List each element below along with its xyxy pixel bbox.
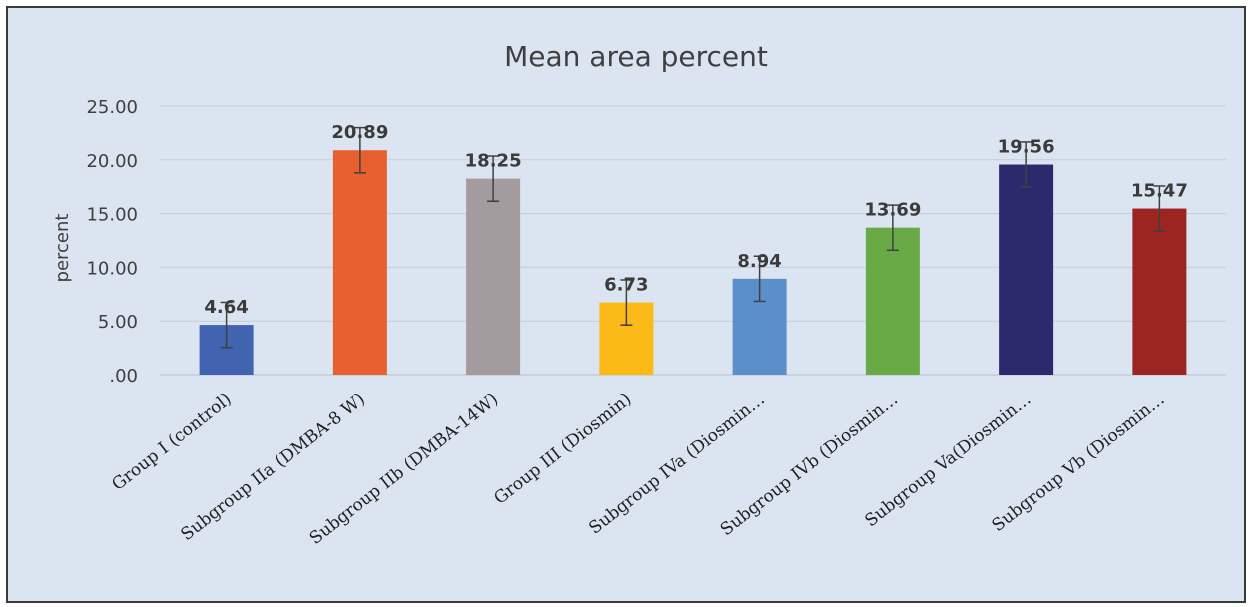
y-tick-label: 20.00 — [86, 151, 138, 172]
data-label: 6.73 — [604, 275, 648, 296]
y-tick-label: 25.00 — [86, 97, 138, 118]
data-label: 19.56 — [998, 137, 1055, 158]
x-tick-label: Group I (control) — [108, 389, 235, 495]
bar — [332, 150, 387, 375]
y-tick-label: 10.00 — [86, 258, 138, 279]
gridlines — [160, 105, 1226, 376]
bar-chart: Mean area percent percent .00 5.00 10.00 15… — [52, 40, 1226, 549]
chart-title: Mean area percent — [504, 40, 768, 73]
data-label: 18.25 — [465, 151, 522, 172]
bar — [999, 164, 1054, 375]
y-axis-ticks: .00 5.00 10.00 15.00 20.00 25.00 — [86, 97, 138, 387]
data-label: 4.64 — [204, 297, 248, 318]
data-label: 20.89 — [331, 122, 388, 143]
x-tick-label: Group III (Diosmin) — [490, 389, 635, 509]
y-tick-label: 15.00 — [86, 205, 138, 226]
y-tick-label: 5.00 — [98, 312, 138, 333]
bars — [199, 150, 1187, 375]
data-label: 15.47 — [1131, 181, 1188, 202]
error-bars — [220, 126, 1166, 349]
y-axis-label: percent — [52, 214, 73, 283]
data-labels: 4.64 20.89 18.25 6.73 8.94 13.69 19.56 15.47 — [204, 122, 1187, 318]
bar — [466, 178, 521, 375]
data-label: 13.69 — [864, 200, 921, 221]
y-tick-label: .00 — [109, 366, 138, 387]
bar — [865, 227, 920, 375]
bar — [1132, 208, 1187, 375]
chart-frame: Mean area percent percent .00 5.00 10.00 15… — [6, 6, 1246, 603]
x-axis-ticks: Group I (control)Subgroup IIa (DMBA-8 W)… — [108, 389, 1168, 549]
data-label: 8.94 — [737, 251, 781, 272]
